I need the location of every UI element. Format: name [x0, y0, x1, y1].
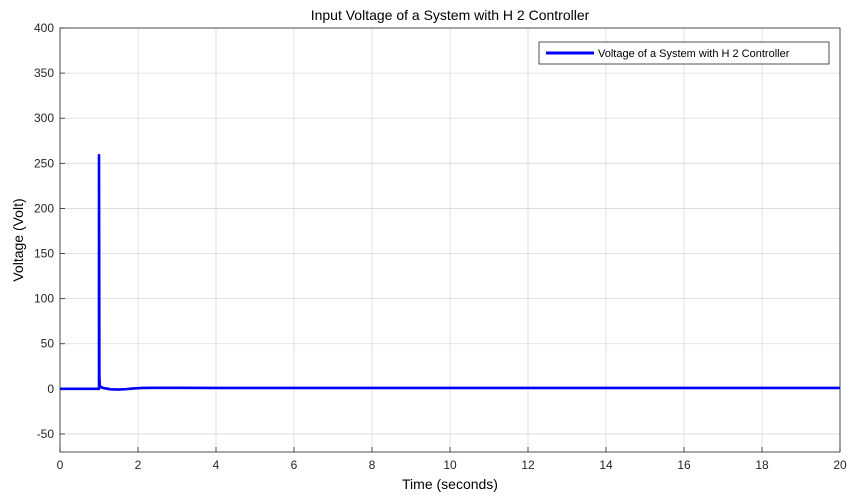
y-tick-label: 250	[34, 156, 54, 170]
y-tick-label: 100	[34, 292, 54, 306]
x-tick-label: 20	[833, 458, 847, 472]
y-tick-label: 200	[34, 201, 54, 215]
chart-title: Input Voltage of a System with H 2 Contr…	[311, 7, 590, 23]
x-tick-label: 14	[599, 458, 613, 472]
x-tick-labels: 0 2 4 6 8 10 12 14 16 18 20	[57, 458, 847, 472]
x-tick-label: 12	[521, 458, 535, 472]
x-tick-label: 16	[677, 458, 691, 472]
x-tick-label: 18	[755, 458, 769, 472]
series-line	[60, 153, 840, 391]
y-tick-label: 300	[34, 111, 54, 125]
y-axis-label: Voltage (Volt)	[10, 198, 26, 281]
y-tick-label: 150	[34, 247, 54, 261]
legend: Voltage of a System with H 2 Controller	[538, 41, 830, 65]
x-tick-label: 4	[213, 458, 220, 472]
x-tick-label: 2	[135, 458, 142, 472]
y-tick-label: 350	[34, 66, 54, 80]
y-tick-label: 0	[47, 382, 54, 396]
x-tick-label: 10	[443, 458, 457, 472]
y-tick-label: 50	[41, 337, 55, 351]
x-tick-label: 6	[291, 458, 298, 472]
plot-frame	[59, 27, 841, 453]
x-tick-label: 8	[369, 458, 376, 472]
legend-box	[538, 41, 830, 65]
series-layer	[60, 153, 840, 391]
x-tick-label: 0	[57, 458, 64, 472]
y-tick-label: 400	[34, 21, 54, 35]
y-tick-label: -50	[37, 427, 55, 441]
y-tick-labels: -50 0 50 100 150 200 250 300 350 400	[34, 21, 54, 441]
legend-label: Voltage of a System with H 2 Controller	[598, 48, 790, 60]
x-axis-label: Time (seconds)	[402, 476, 498, 492]
